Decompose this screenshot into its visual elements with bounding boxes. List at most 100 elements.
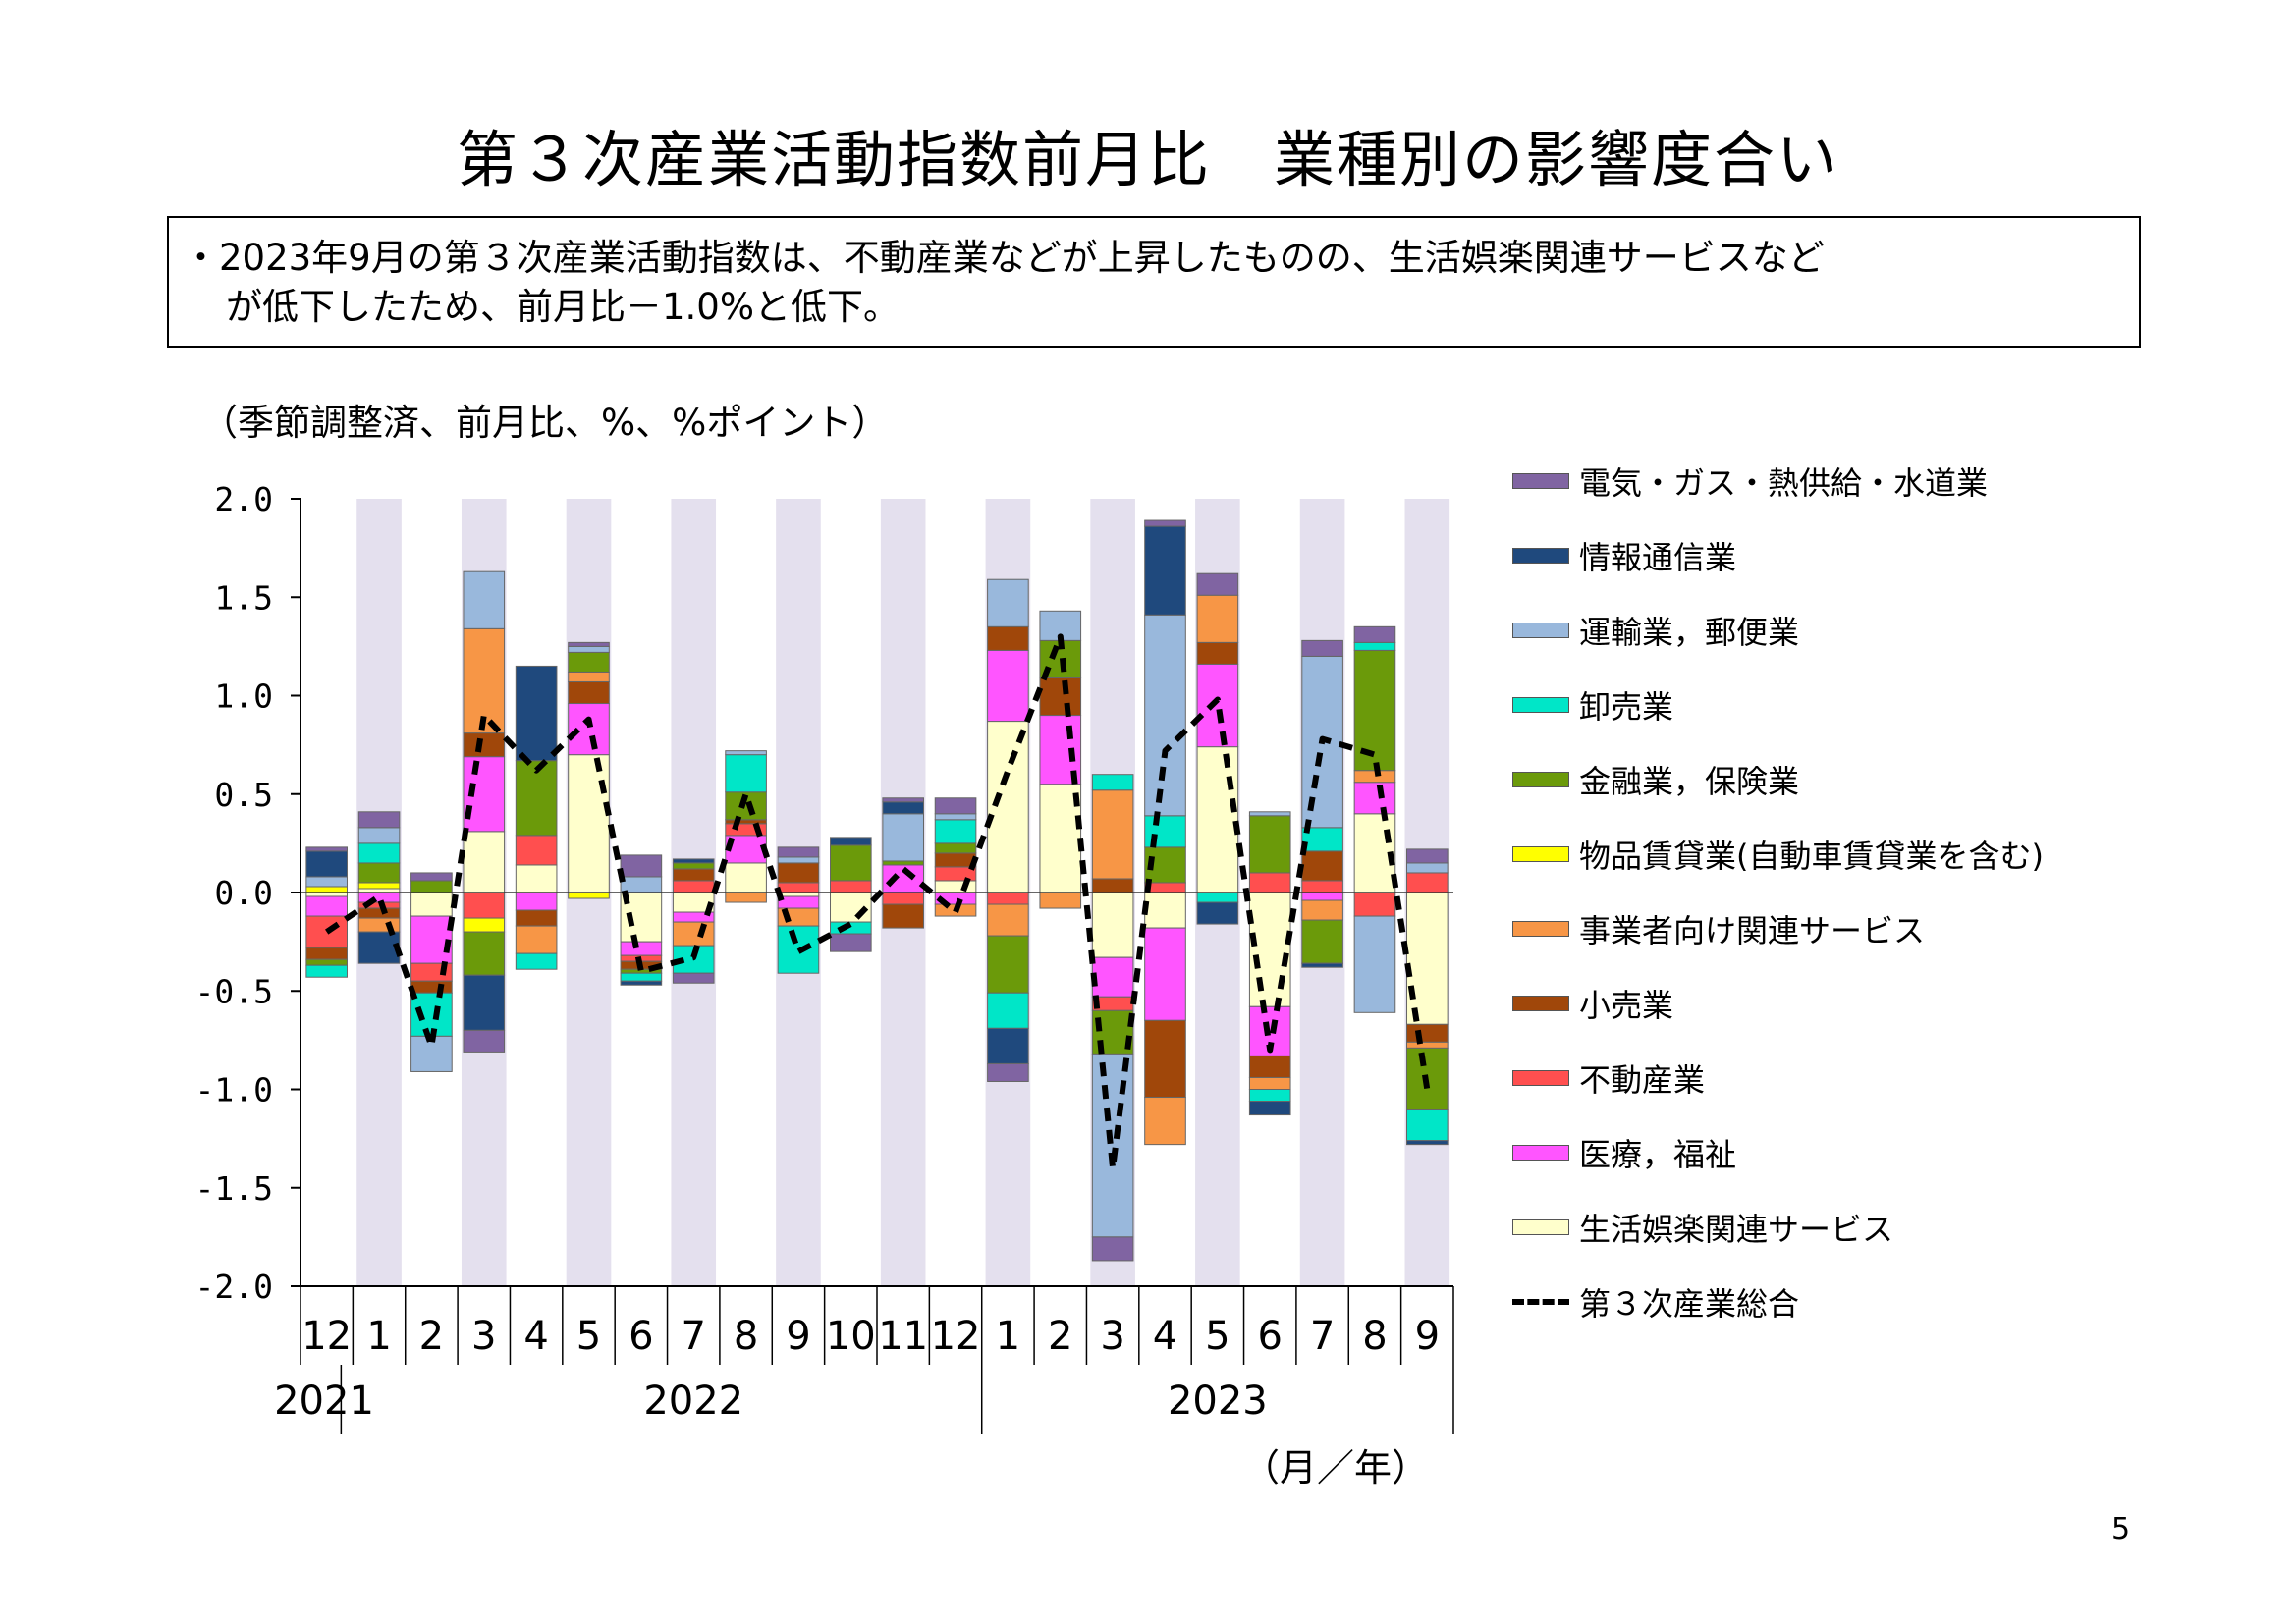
bar-segment bbox=[934, 852, 977, 868]
legend-label: 金融業，保険業 bbox=[1579, 763, 1800, 800]
bar-segment bbox=[987, 892, 1029, 905]
x-tick-label: 9 bbox=[786, 1314, 810, 1359]
bar-segment bbox=[568, 645, 610, 653]
bar-segment bbox=[934, 842, 977, 854]
bar-segment bbox=[463, 627, 506, 734]
x-tick-label: 4 bbox=[1153, 1314, 1177, 1359]
legend-label: 第３次産業総合 bbox=[1579, 1285, 1800, 1323]
bar-segment bbox=[725, 892, 767, 903]
bar-segment bbox=[410, 880, 453, 893]
x-tick-label: 6 bbox=[629, 1314, 653, 1359]
bar-segment bbox=[1091, 878, 1134, 893]
legend-label: 不動産業 bbox=[1579, 1061, 1706, 1099]
summary-line-1: ・2023年9月の第３次産業活動指数は、不動産業などが上昇したものの、生活娯楽関… bbox=[183, 237, 1825, 279]
legend-item: 物品賃貸業(自動車賃貸業を含む) bbox=[1512, 835, 2044, 875]
bar-segment bbox=[777, 862, 820, 884]
bar-segment bbox=[882, 864, 924, 893]
x-tick-label: 1 bbox=[366, 1314, 391, 1359]
x-tick-label: 8 bbox=[734, 1314, 758, 1359]
bar-segment bbox=[1144, 525, 1186, 616]
legend-swatch bbox=[1512, 1070, 1569, 1086]
bar-segment bbox=[1353, 915, 1396, 1013]
y-tick-label: 0.0 bbox=[214, 874, 273, 912]
x-tick-label: 4 bbox=[523, 1314, 548, 1359]
bar-segment bbox=[620, 854, 663, 878]
x-tick-label: 6 bbox=[1258, 1314, 1283, 1359]
bar-segment bbox=[1248, 1055, 1291, 1078]
bar-segment bbox=[305, 846, 348, 852]
bar-segment bbox=[1091, 956, 1134, 998]
bar-segment bbox=[357, 931, 401, 964]
bar-segment bbox=[1406, 872, 1449, 893]
bar-segment bbox=[1039, 677, 1082, 717]
legend-swatch bbox=[1512, 921, 1569, 937]
legend-label: 生活娯楽関連サービス bbox=[1579, 1211, 1894, 1248]
bar-segment bbox=[1301, 962, 1343, 968]
legend-label: 情報通信業 bbox=[1579, 539, 1737, 576]
bar-segment bbox=[357, 907, 401, 919]
unit-label: （季節調整済、前月比、%、%ポイント） bbox=[201, 402, 889, 444]
bar-segment bbox=[1091, 789, 1134, 880]
bar-segment bbox=[1144, 519, 1186, 527]
bar-segment bbox=[1196, 901, 1239, 925]
bar-segment bbox=[725, 819, 767, 825]
bar-segment bbox=[463, 917, 506, 933]
bar-segment bbox=[830, 837, 872, 846]
bar-segment bbox=[1196, 572, 1239, 596]
bar-segment bbox=[305, 958, 348, 966]
legend-item: 卸売業 bbox=[1512, 685, 1673, 726]
bar-segment bbox=[882, 797, 924, 803]
bar-segment bbox=[987, 903, 1029, 937]
legend-label: 運輸業，郵便業 bbox=[1579, 614, 1800, 651]
legend-label: 電気・ガス・熱供給・水道業 bbox=[1579, 464, 1989, 502]
bar-segment bbox=[987, 625, 1029, 651]
bar-segment bbox=[1406, 1023, 1449, 1043]
bar-segment bbox=[410, 915, 453, 964]
summary-box: ・2023年9月の第３次産業活動指数は、不動産業などが上昇したものの、生活娯楽関… bbox=[167, 216, 2141, 348]
bar-segment bbox=[568, 680, 610, 705]
bar-segment bbox=[1091, 1236, 1134, 1262]
bar-segment bbox=[1353, 892, 1396, 917]
bar-segment bbox=[1301, 892, 1343, 901]
bar-segment bbox=[305, 876, 348, 888]
bar-segment bbox=[672, 921, 715, 947]
bar-segment bbox=[568, 703, 610, 756]
bar-segment bbox=[882, 903, 924, 929]
bar-segment bbox=[1039, 610, 1082, 641]
bar-segment bbox=[777, 846, 820, 858]
legend-swatch bbox=[1512, 1145, 1569, 1161]
bar-segment bbox=[1196, 594, 1239, 643]
bar-segment bbox=[987, 1062, 1029, 1082]
x-tick-label: 2 bbox=[1048, 1314, 1072, 1359]
legend-item: 不動産業 bbox=[1512, 1058, 1706, 1099]
bar-segment bbox=[777, 882, 820, 893]
bar-segment bbox=[410, 892, 453, 917]
bar-segment bbox=[1353, 782, 1396, 815]
bar-segment bbox=[1196, 746, 1239, 893]
bar-segment bbox=[1196, 663, 1239, 748]
bar-segment bbox=[515, 925, 558, 954]
x-tick-label: 7 bbox=[1310, 1314, 1335, 1359]
bar-segment bbox=[830, 921, 872, 935]
x-tick-label: 8 bbox=[1362, 1314, 1387, 1359]
bar-segment bbox=[1091, 892, 1134, 958]
x-tick-label: 11 bbox=[878, 1314, 928, 1359]
bar-segment bbox=[1248, 1076, 1291, 1090]
bar-segment bbox=[672, 858, 715, 864]
y-tick-label: 1.0 bbox=[214, 677, 273, 716]
bar-segment bbox=[357, 827, 401, 844]
bar-segment bbox=[1301, 850, 1343, 882]
bar-segment bbox=[777, 895, 820, 909]
bar-segment bbox=[357, 811, 401, 829]
y-tick-label: -0.5 bbox=[195, 972, 273, 1010]
bar-segment bbox=[515, 892, 558, 911]
bar-segment bbox=[1248, 1089, 1291, 1103]
x-unit-label: （月／年） bbox=[1242, 1446, 1429, 1489]
bar-segment bbox=[1248, 815, 1291, 874]
bar-segment bbox=[987, 578, 1029, 627]
y-tick-label: -1.0 bbox=[195, 1071, 273, 1110]
bar-segment bbox=[305, 850, 348, 878]
bar-segment bbox=[777, 856, 820, 864]
bar-segment bbox=[463, 732, 506, 758]
